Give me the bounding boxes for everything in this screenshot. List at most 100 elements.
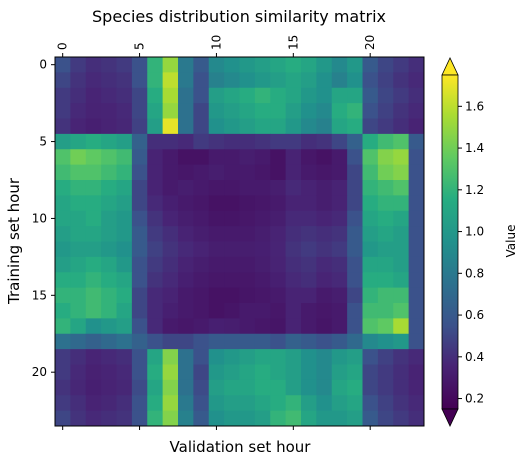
heatmap-cell <box>116 118 133 135</box>
heatmap-cell <box>270 164 287 181</box>
heatmap-cell <box>362 195 379 212</box>
heatmap-cell <box>147 349 164 365</box>
heatmap-cell <box>393 118 410 135</box>
heatmap-cell <box>270 195 287 212</box>
heatmap-cell <box>85 164 102 181</box>
heatmap-cell <box>162 164 179 181</box>
colorbar-tick-label: 0.2 <box>465 392 484 406</box>
heatmap-cell <box>70 256 87 273</box>
heatmap-cell <box>224 210 240 227</box>
heatmap-cell <box>254 395 271 412</box>
heatmap-cell <box>116 349 133 365</box>
heatmap-cell <box>254 180 271 196</box>
heatmap-cell <box>316 149 333 166</box>
heatmap-cell <box>55 287 71 304</box>
x-tick-label: 0 <box>56 42 70 50</box>
heatmap-cell <box>285 210 302 227</box>
y-tick-label: 10 <box>32 211 47 225</box>
heatmap-cell <box>224 87 240 104</box>
heatmap-cell <box>408 133 425 150</box>
heatmap-cell <box>224 303 240 319</box>
heatmap-cell <box>270 303 287 319</box>
heatmap-cell <box>331 195 348 212</box>
heatmap-cell <box>85 118 102 135</box>
heatmap-cell <box>239 241 256 258</box>
heatmap-cell <box>254 410 271 427</box>
heatmap-cell <box>239 303 256 319</box>
heatmap-cell <box>239 72 256 89</box>
heatmap-cell <box>101 149 117 166</box>
heatmap-cell <box>316 256 333 273</box>
heatmap-cell <box>347 226 363 242</box>
heatmap-cell <box>362 118 379 135</box>
heatmap-cell <box>208 272 225 289</box>
heatmap-cell <box>362 87 379 104</box>
heatmap-cell <box>347 57 363 73</box>
heatmap-cell <box>208 195 225 212</box>
heatmap-cell <box>101 118 117 135</box>
heatmap-cell <box>70 149 87 166</box>
heatmap-cell <box>331 303 348 319</box>
heatmap-cell <box>131 410 148 427</box>
heatmap-cell <box>362 241 379 258</box>
heatmap-cell <box>377 103 394 119</box>
y-tick-label: 20 <box>32 365 47 379</box>
heatmap-cell <box>147 164 164 181</box>
heatmap-cell <box>347 241 363 258</box>
heatmap-cell <box>178 210 194 227</box>
heatmap-cell <box>178 195 194 212</box>
heatmap-cell <box>55 256 71 273</box>
heatmap-cell <box>116 287 133 304</box>
heatmap-cell <box>101 395 117 412</box>
heatmap-cell <box>239 333 256 350</box>
heatmap-cell <box>377 303 394 319</box>
heatmap-cell <box>408 303 425 319</box>
colorbar-tick-label: 0.6 <box>465 308 484 322</box>
heatmap-cell <box>285 333 302 350</box>
heatmap-cell <box>85 149 102 166</box>
heatmap-cell <box>285 57 302 73</box>
heatmap-cell <box>331 349 348 365</box>
heatmap-cell <box>254 195 271 212</box>
heatmap-cell <box>208 349 225 365</box>
heatmap-cell <box>362 103 379 119</box>
heatmap-cell <box>224 57 240 73</box>
heatmap-cell <box>131 149 148 166</box>
heatmap-cell <box>162 210 179 227</box>
heatmap-cell <box>178 379 194 396</box>
heatmap-cell <box>55 149 71 166</box>
heatmap-cell <box>408 395 425 412</box>
heatmap-cell <box>301 303 317 319</box>
heatmap-cell <box>162 303 179 319</box>
heatmap-cell <box>393 103 410 119</box>
heatmap-cell <box>101 364 117 381</box>
heatmap-cell <box>408 164 425 181</box>
heatmap-cell <box>85 395 102 412</box>
heatmap-cell <box>85 226 102 242</box>
heatmap-cell <box>408 87 425 104</box>
heatmap-cell <box>270 318 287 335</box>
heatmap-cell <box>239 226 256 242</box>
heatmap-cell <box>162 133 179 150</box>
heatmap-cell <box>285 303 302 319</box>
y-axis-label: Training set hour <box>5 177 23 305</box>
heatmap-cell <box>377 349 394 365</box>
heatmap-cell <box>254 272 271 289</box>
heatmap-cell <box>193 410 210 427</box>
heatmap-cell <box>285 133 302 150</box>
heatmap-cell <box>178 395 194 412</box>
heatmap-cell <box>347 164 363 181</box>
heatmap-cell <box>147 180 164 196</box>
heatmap-cell <box>70 272 87 289</box>
heatmap-cell <box>331 241 348 258</box>
heatmap-cell <box>70 287 87 304</box>
heatmap-cell <box>254 103 271 119</box>
heatmap-cell <box>70 195 87 212</box>
heatmap-cell <box>254 333 271 350</box>
heatmap-cell <box>301 364 317 381</box>
heatmap-cell <box>101 241 117 258</box>
heatmap-cell <box>162 379 179 396</box>
heatmap-cell <box>224 410 240 427</box>
heatmap-cell <box>101 287 117 304</box>
